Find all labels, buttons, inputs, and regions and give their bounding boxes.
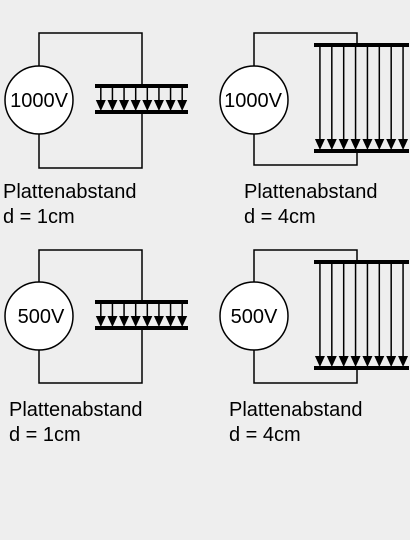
field-arrow [177, 316, 188, 327]
caption-circuit-3: Plattenabstand d = 1cm [9, 398, 142, 448]
field-arrow [350, 139, 361, 150]
voltage-source [219, 65, 289, 135]
caption-distance: d = 4cm [244, 206, 316, 228]
capacitor-circuit-1: 1000V [4, 32, 188, 169]
field-arrow [398, 356, 409, 367]
field-arrow [177, 100, 188, 111]
caption-circuit-1: Plattenabstand d = 1cm [3, 180, 136, 230]
voltage-source [219, 281, 289, 351]
electric-field-lines [314, 45, 409, 150]
field-arrow [165, 100, 176, 111]
caption-label: Plattenabstand [3, 181, 137, 203]
field-arrow [386, 139, 397, 150]
field-arrow [130, 100, 141, 111]
field-arrow [95, 316, 106, 327]
capacitor-circuit-4: 500V [219, 249, 409, 384]
field-arrow [130, 316, 141, 327]
field-arrow [326, 356, 337, 367]
caption-distance: d = 1cm [3, 206, 75, 228]
field-arrow [165, 316, 176, 327]
electric-field-lines [95, 86, 188, 111]
field-arrow [153, 316, 164, 327]
voltage-label: 1000V [224, 90, 282, 112]
circuit-wire [253, 249, 358, 384]
capacitor-circuit-3: 500V [4, 249, 188, 384]
voltage-label: 1000V [10, 90, 68, 112]
field-arrow [362, 356, 373, 367]
voltage-label: 500V [18, 306, 65, 328]
caption-distance: d = 4cm [229, 424, 301, 446]
field-arrow [350, 356, 361, 367]
voltage-source [4, 65, 74, 135]
electric-field-lines [314, 262, 409, 367]
caption-label: Plattenabstand [229, 399, 363, 421]
field-arrow [153, 100, 164, 111]
field-arrow [107, 316, 118, 327]
caption-circuit-4: Plattenabstand d = 4cm [229, 398, 362, 448]
voltage-source [4, 281, 74, 351]
field-arrow [374, 139, 385, 150]
field-arrow [95, 100, 106, 111]
voltage-label: 500V [231, 306, 278, 328]
circuit-wire [253, 32, 358, 166]
field-arrow [119, 316, 130, 327]
field-arrow [398, 139, 409, 150]
capacitor-circuit-2: 1000V [219, 32, 409, 166]
caption-distance: d = 1cm [9, 424, 81, 446]
field-arrow [119, 100, 130, 111]
field-arrow [338, 356, 349, 367]
field-arrow [338, 139, 349, 150]
circuit-wire [38, 32, 143, 169]
caption-label: Plattenabstand [9, 399, 143, 421]
field-arrow [314, 356, 325, 367]
caption-circuit-2: Plattenabstand d = 4cm [244, 180, 377, 230]
field-arrow [142, 100, 153, 111]
field-arrow [326, 139, 337, 150]
field-arrow [314, 139, 325, 150]
field-arrow [374, 356, 385, 367]
field-arrow [386, 356, 397, 367]
field-arrow [362, 139, 373, 150]
electric-field-lines [95, 302, 188, 327]
field-arrow [142, 316, 153, 327]
circuit-wire [38, 249, 143, 384]
caption-label: Plattenabstand [244, 181, 378, 203]
field-arrow [107, 100, 118, 111]
